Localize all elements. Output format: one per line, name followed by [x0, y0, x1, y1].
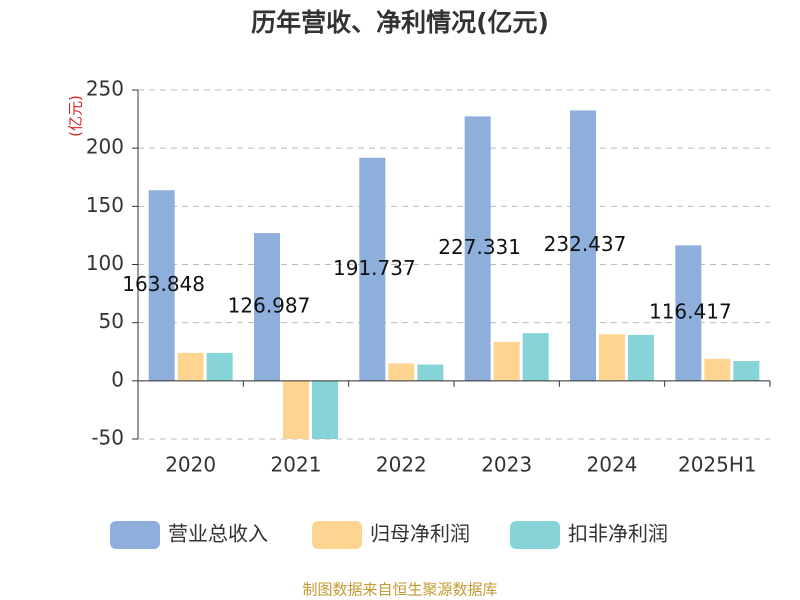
bar: [254, 233, 280, 381]
x-tick-label: 2025H1: [678, 453, 757, 477]
value-label: 191.737: [333, 256, 416, 280]
y-axis-label: (亿元): [67, 95, 85, 137]
x-tick-label: 2021: [271, 453, 322, 477]
x-tick-label: 2023: [481, 453, 532, 477]
y-tick-label: 150: [86, 193, 124, 217]
y-tick-label: 50: [99, 309, 124, 333]
legend-swatch: [510, 521, 560, 549]
bar: [312, 380, 338, 439]
bar: [522, 333, 549, 381]
value-label: 126.987: [228, 293, 311, 317]
source-note: 制图数据来自恒生聚源数据库: [302, 581, 497, 599]
legend-label: 营业总收入: [168, 522, 268, 546]
bar: [464, 116, 491, 381]
value-label: 116.417: [649, 300, 732, 324]
bar: [148, 190, 175, 381]
bar: [359, 157, 386, 381]
legend-label: 归母净利润: [370, 522, 470, 546]
bars: [148, 110, 760, 439]
bar: [733, 361, 760, 381]
value-label: 227.331: [438, 235, 521, 259]
bar: [493, 341, 520, 381]
value-label: 232.437: [544, 232, 627, 256]
bar: [628, 334, 654, 381]
chart-title: 历年营收、净利情况(亿元): [251, 8, 549, 37]
bar: [599, 334, 625, 381]
x-tick-label: 2024: [587, 453, 638, 477]
y-tick-label: 100: [86, 251, 124, 275]
bar: [177, 352, 204, 381]
y-tick-label: 200: [86, 135, 124, 159]
legend-swatch: [312, 521, 362, 549]
y-tick-label: 0: [111, 367, 124, 391]
bar: [417, 364, 444, 381]
bar: [704, 358, 731, 381]
bar: [570, 110, 596, 381]
bar: [675, 245, 702, 381]
y-tick-label: 250: [86, 77, 124, 101]
y-tick-label: -50: [91, 426, 124, 450]
legend-label: 扣非净利润: [568, 522, 668, 546]
x-tick-label: 2020: [165, 453, 216, 477]
x-tick-label: 2022: [376, 453, 427, 477]
legend-swatch: [110, 521, 160, 549]
bar: [283, 380, 309, 439]
value-label: 163.848: [122, 272, 205, 296]
bar: [388, 363, 415, 381]
bar: [206, 352, 233, 381]
